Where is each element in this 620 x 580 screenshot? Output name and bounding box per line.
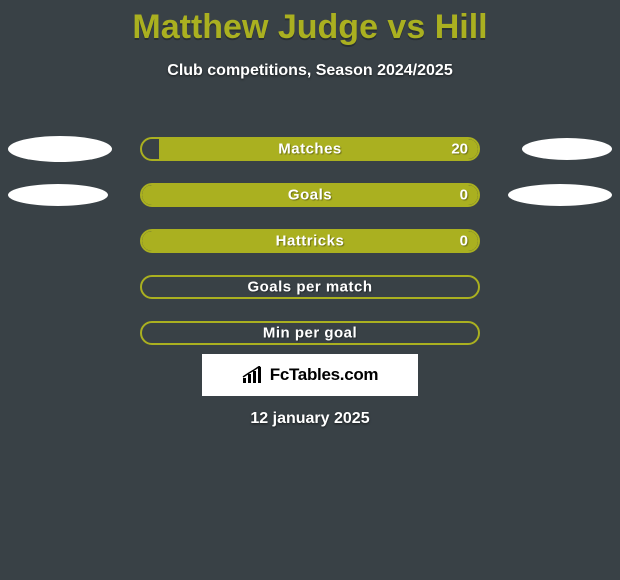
stat-row: Hattricks0: [0, 218, 620, 264]
stat-bar-track: Hattricks0: [140, 229, 480, 253]
brand-chart-icon: [242, 366, 264, 384]
page-subtitle: Club competitions, Season 2024/2025: [0, 62, 620, 80]
stat-label: Goals: [142, 187, 478, 204]
stat-label: Min per goal: [142, 325, 478, 342]
stat-bar-track: Matches20: [140, 137, 480, 161]
stat-row: Matches20: [0, 126, 620, 172]
stat-value: 20: [451, 141, 468, 158]
stat-label: Hattricks: [142, 233, 478, 250]
page-title: Matthew Judge vs Hill: [0, 8, 620, 47]
stat-row: Goals per match: [0, 264, 620, 310]
brand-badge: FcTables.com: [202, 354, 418, 396]
stat-row: Min per goal: [0, 310, 620, 356]
stat-value: 0: [460, 233, 468, 250]
stat-bar-track: Goals0: [140, 183, 480, 207]
brand-text: FcTables.com: [270, 365, 379, 385]
stats-canvas: Matthew Judge vs Hill Club competitions,…: [0, 0, 620, 580]
generated-date: 12 january 2025: [0, 410, 620, 428]
stat-bar-track: Goals per match: [140, 275, 480, 299]
stat-row: Goals0: [0, 172, 620, 218]
stat-bar-track: Min per goal: [140, 321, 480, 345]
left-marker-ellipse: [8, 184, 108, 206]
stat-label: Matches: [142, 141, 478, 158]
stat-label: Goals per match: [142, 279, 478, 296]
left-marker-ellipse: [8, 136, 112, 162]
stat-rows: Matches20Goals0Hattricks0Goals per match…: [0, 126, 620, 356]
stat-value: 0: [460, 187, 468, 204]
right-marker-ellipse: [508, 184, 612, 206]
right-marker-ellipse: [522, 138, 612, 160]
